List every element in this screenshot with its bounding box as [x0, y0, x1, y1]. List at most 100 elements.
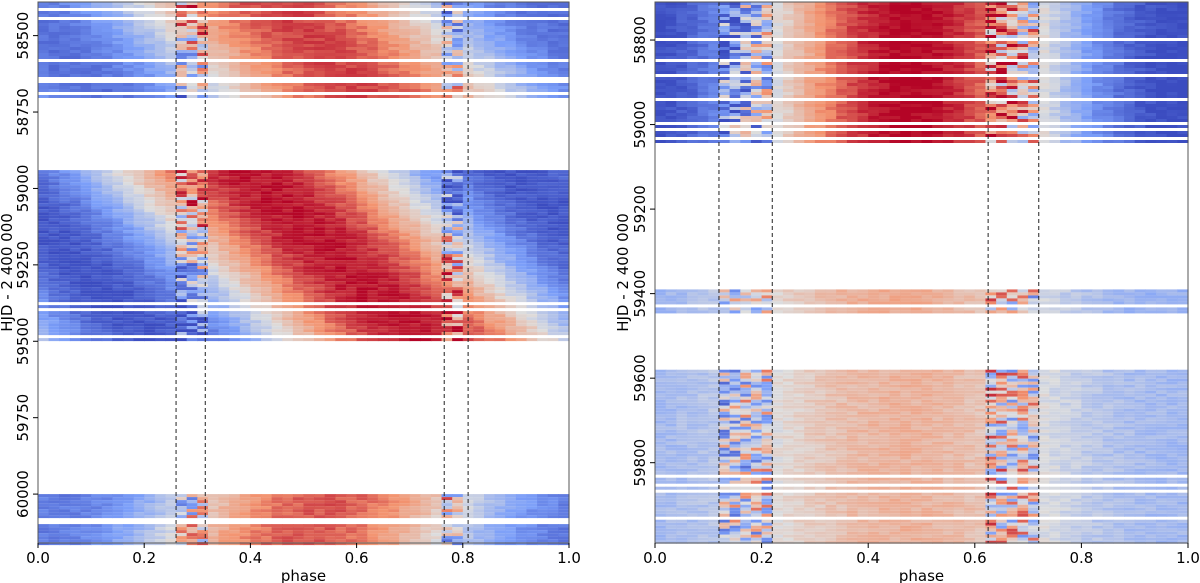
- heatmap-cell: [388, 332, 400, 336]
- heatmap-cell: [239, 509, 251, 513]
- heatmap-cell: [420, 209, 432, 213]
- heatmap-cell: [388, 50, 400, 53]
- heatmap-cell: [239, 197, 251, 201]
- heatmap-cell: [229, 329, 241, 333]
- heatmap-cell: [165, 170, 177, 174]
- heatmap-cell: [91, 248, 103, 252]
- heatmap-cell: [91, 236, 103, 240]
- heatmap-cell: [303, 527, 315, 531]
- heatmap-cell: [282, 524, 294, 528]
- heatmap-cell: [505, 305, 517, 309]
- heatmap-cell: [207, 245, 220, 249]
- heatmap-cell: [261, 497, 273, 501]
- heatmap-cell: [176, 506, 188, 510]
- heatmap-cell: [197, 311, 209, 315]
- heatmap-cell: [335, 86, 347, 89]
- heatmap-cell: [91, 38, 103, 41]
- heatmap-cell: [430, 512, 443, 516]
- heatmap-cell: [452, 218, 464, 222]
- heatmap-cell: [250, 245, 262, 249]
- heatmap-cell: [282, 263, 294, 267]
- heatmap-cell: [409, 275, 421, 279]
- heatmap-cell: [122, 266, 135, 270]
- heatmap-cell: [38, 296, 50, 300]
- heatmap-cell: [218, 242, 230, 246]
- heatmap-cell: [218, 227, 230, 231]
- heatmap-cell: [314, 197, 326, 201]
- heatmap-cell: [122, 206, 135, 210]
- heatmap-cell: [80, 323, 92, 327]
- heatmap-cell: [526, 2, 538, 5]
- heatmap-cell: [101, 206, 113, 210]
- y-tick-label: 59750: [14, 394, 32, 442]
- heatmap-cell: [314, 200, 326, 204]
- heatmap-cell: [314, 317, 326, 321]
- heatmap-cell: [473, 185, 485, 189]
- heatmap-cell: [547, 512, 559, 516]
- heatmap-cell: [420, 170, 432, 174]
- heatmap-cell: [314, 503, 326, 507]
- heatmap-cell: [38, 254, 50, 258]
- heatmap-cell: [186, 245, 198, 249]
- heatmap-cell: [271, 245, 283, 249]
- heatmap-cell: [558, 266, 570, 270]
- heatmap-cell: [91, 74, 103, 77]
- heatmap-cell: [367, 296, 379, 300]
- heatmap-cell: [409, 272, 421, 276]
- heatmap-cell: [122, 530, 135, 534]
- heatmap-cell: [367, 194, 379, 198]
- heatmap-cell: [324, 494, 336, 498]
- heatmap-cell: [367, 2, 379, 5]
- heatmap-cell: [303, 287, 315, 291]
- heatmap-cell: [282, 230, 294, 234]
- heatmap-cell: [505, 311, 517, 315]
- heatmap-cell: [505, 179, 517, 183]
- heatmap-cell: [558, 260, 570, 264]
- heatmap-cell: [38, 236, 50, 240]
- heatmap-cell: [292, 509, 305, 513]
- heatmap-cell: [1049, 5, 1061, 8]
- heatmap-cell: [420, 179, 432, 183]
- heatmap-cell: [91, 200, 103, 204]
- heatmap-cell: [367, 74, 379, 77]
- heatmap-cell: [356, 191, 368, 195]
- heatmap-cell: [207, 74, 220, 77]
- heatmap-cell: [80, 179, 92, 183]
- heatmap-cell: [367, 185, 379, 189]
- heatmap-cell: [282, 209, 294, 213]
- heatmap-cell: [942, 2, 955, 5]
- heatmap-cell: [793, 11, 805, 14]
- heatmap-cell: [261, 242, 273, 246]
- heatmap-cell: [133, 194, 145, 198]
- heatmap-cell: [740, 8, 752, 11]
- heatmap-cell: [112, 173, 124, 177]
- heatmap-cell: [239, 179, 251, 183]
- heatmap-cell: [218, 524, 230, 528]
- heatmap-cell: [80, 311, 92, 315]
- heatmap-cell: [515, 32, 528, 35]
- heatmap-cell: [558, 230, 570, 234]
- heatmap-cell: [176, 224, 188, 228]
- heatmap-cell: [207, 275, 220, 279]
- heatmap-cell: [218, 293, 230, 297]
- heatmap-cell: [144, 170, 156, 174]
- heatmap-cell: [547, 539, 559, 543]
- heatmap-cell: [91, 251, 103, 255]
- heatmap-cell: [261, 89, 273, 92]
- heatmap-cell: [356, 206, 368, 210]
- heatmap-cell: [282, 173, 294, 177]
- heatmap-cell: [430, 206, 443, 210]
- heatmap-cell: [303, 197, 315, 201]
- heatmap-cell: [526, 212, 538, 216]
- heatmap-cell: [314, 299, 326, 303]
- heatmap-cell: [154, 83, 167, 86]
- heatmap-cell: [399, 179, 411, 183]
- heatmap-cell: [292, 266, 305, 270]
- heatmap-cell: [782, 14, 795, 17]
- heatmap-cell: [229, 305, 241, 309]
- heatmap-cell: [292, 176, 305, 180]
- heatmap-cell: [473, 194, 485, 198]
- heatmap-cell: [388, 218, 400, 222]
- heatmap-cell: [133, 251, 145, 255]
- heatmap-cell: [314, 542, 326, 546]
